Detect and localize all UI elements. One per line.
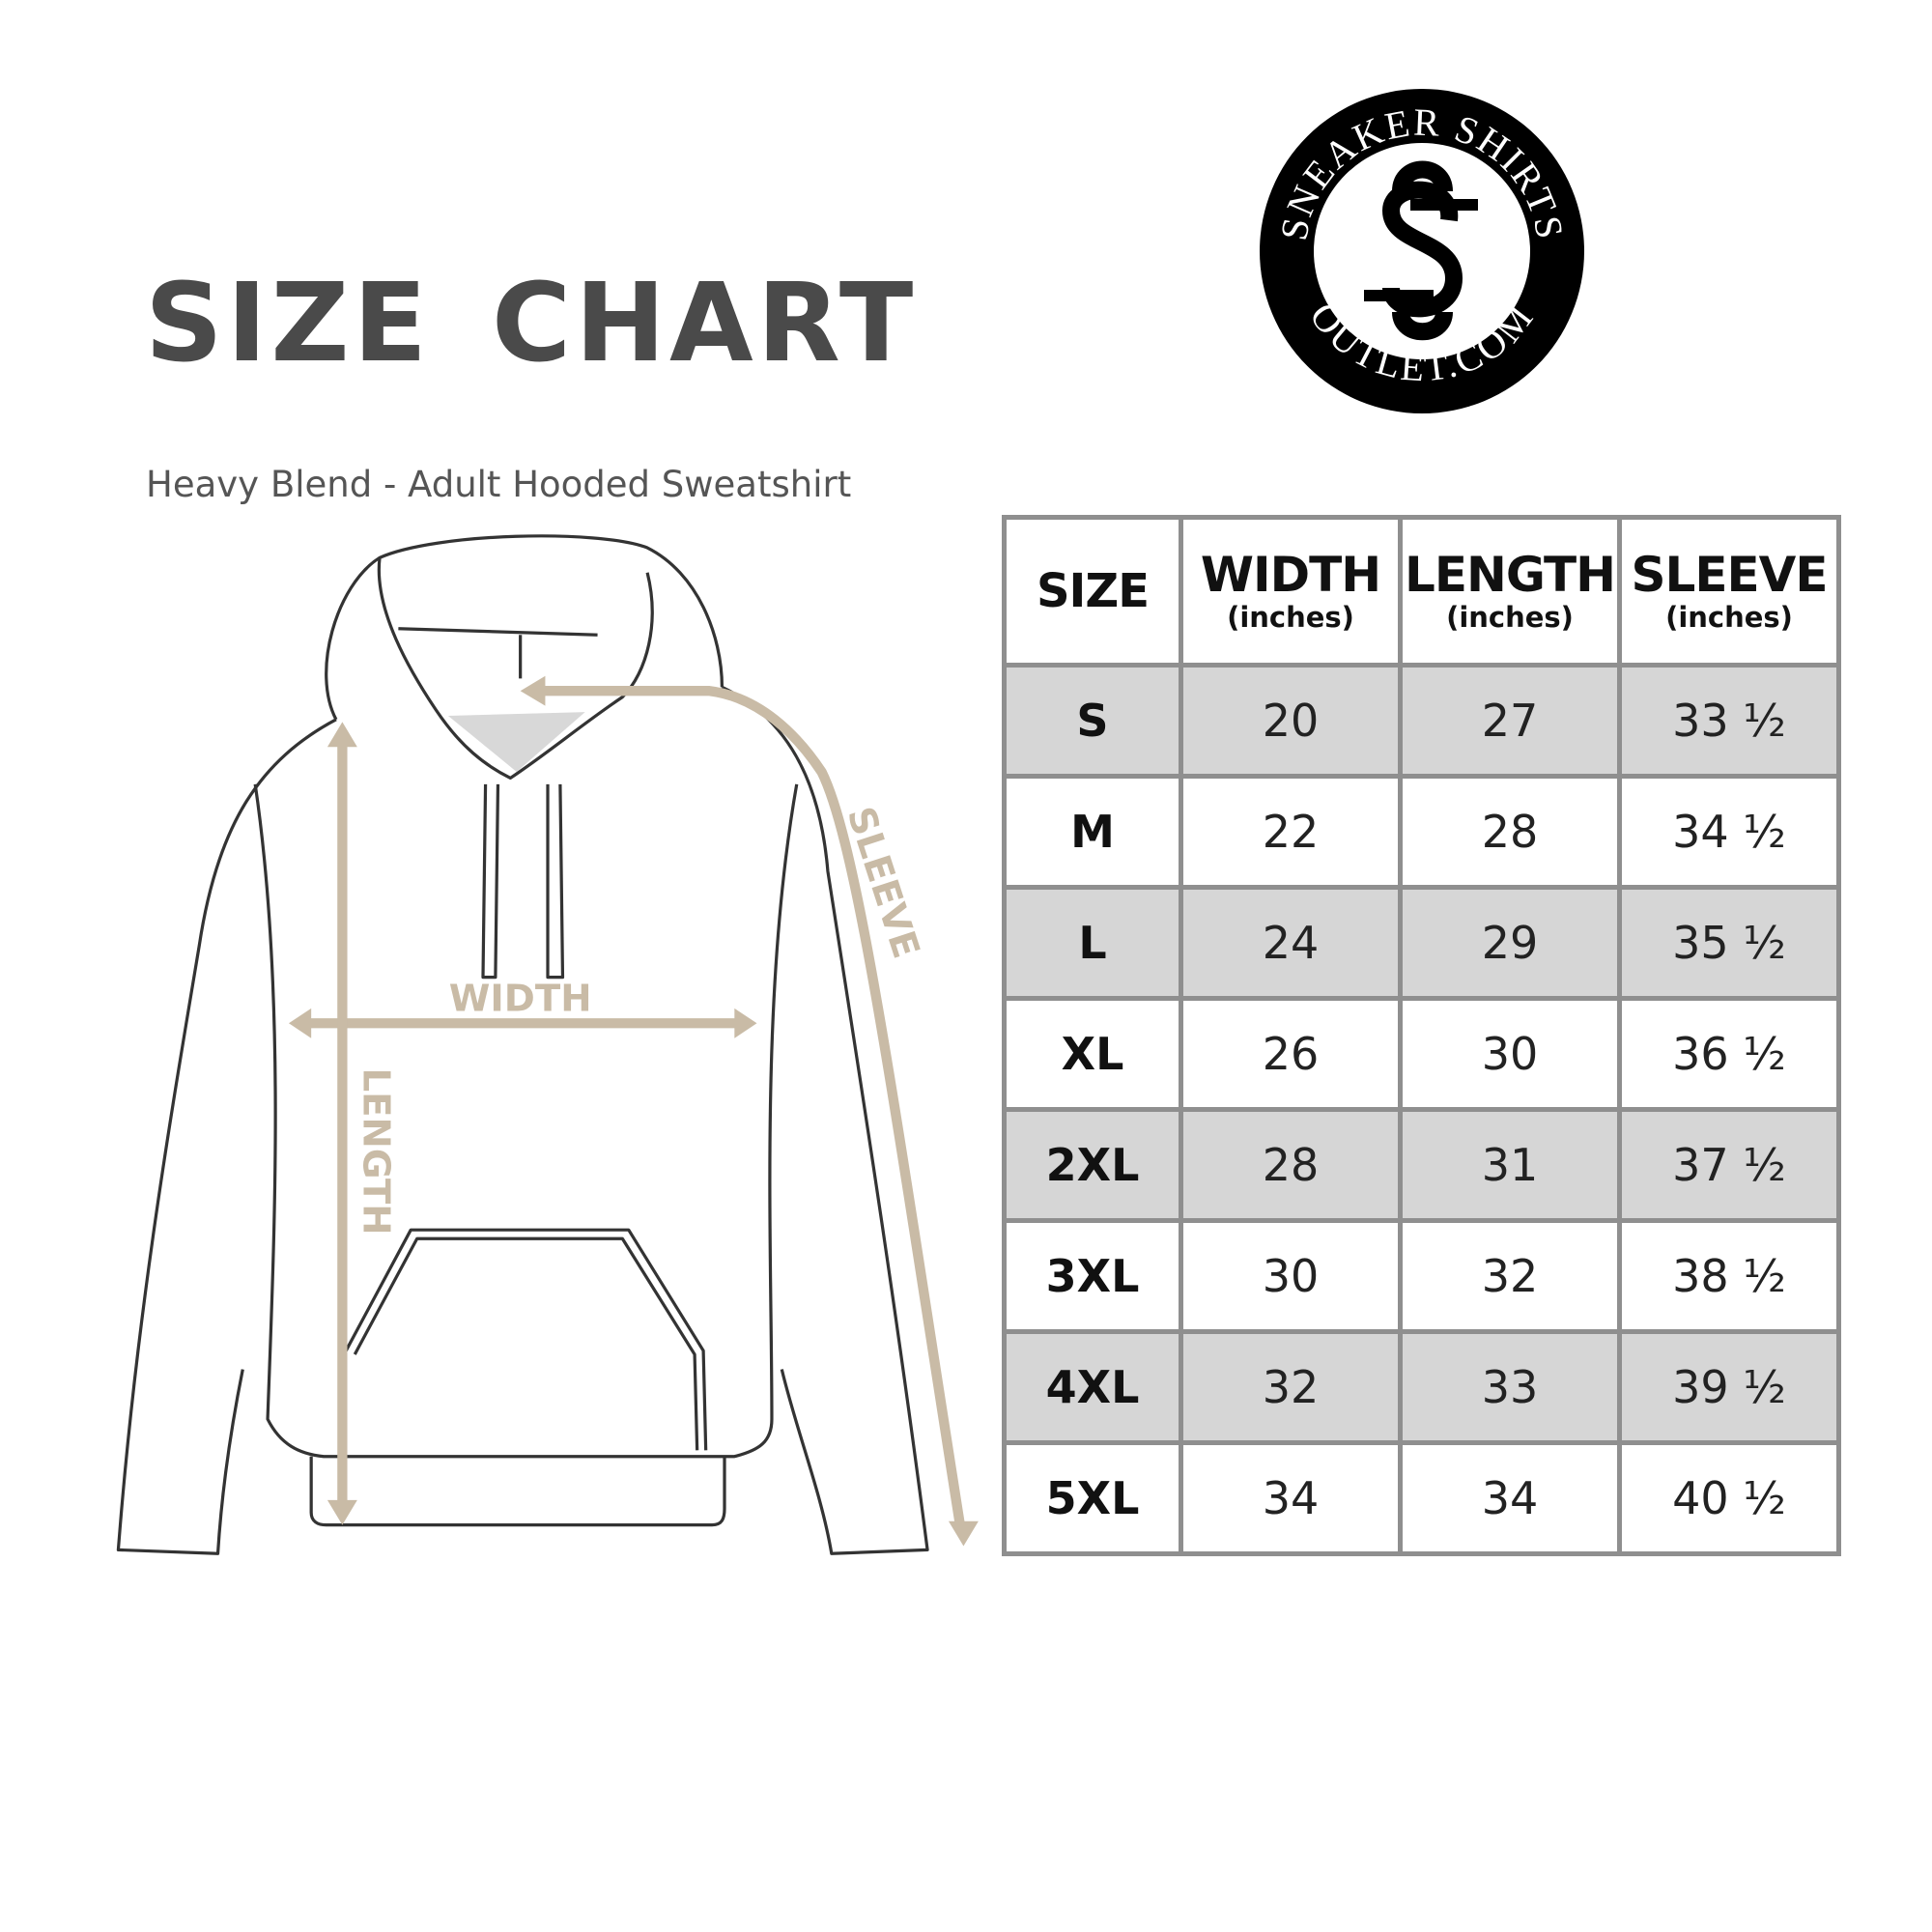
header-size: SIZE: [1002, 515, 1183, 668]
sleeve-cell: 35 ½: [1617, 885, 1841, 1001]
width-cell: 30: [1179, 1218, 1403, 1334]
width-cell: 22: [1179, 774, 1403, 890]
length-cell: 31: [1398, 1107, 1622, 1223]
brand-logo: SNEAKER SHIRTS OUTLET.COM: [1260, 89, 1584, 413]
header-width: WIDTH (inches): [1179, 515, 1403, 668]
width-cell: 20: [1179, 663, 1403, 779]
sleeve-cell: 36 ½: [1617, 996, 1841, 1112]
length-cell: 32: [1398, 1218, 1622, 1334]
sleeve-arrow: [527, 686, 967, 1537]
sleeve-cell: 37 ½: [1617, 1107, 1841, 1223]
length-cell: 34: [1398, 1440, 1622, 1556]
size-table: SIZE WIDTH (inches) LENGTH (inches) SLEEVE…: [1002, 515, 1841, 1556]
size-cell: XL: [1002, 996, 1183, 1112]
table-header-row: SIZE WIDTH (inches) LENGTH (inches) SLEEVE…: [1002, 515, 1841, 668]
table-row: S 20 27 33 ½: [1002, 663, 1841, 779]
table-row: XL 26 30 36 ½: [1002, 996, 1841, 1112]
size-cell: M: [1002, 774, 1183, 890]
table-row: L 24 29 35 ½: [1002, 885, 1841, 1001]
length-cell: 27: [1398, 663, 1622, 779]
sleeve-cell: 39 ½: [1617, 1329, 1841, 1445]
sleeve-cell: 33 ½: [1617, 663, 1841, 779]
size-cell: 3XL: [1002, 1218, 1183, 1334]
measurement-arrows: [294, 686, 967, 1537]
page-title: SIZE CHART: [145, 261, 918, 386]
table-row: 3XL 30 32 38 ½: [1002, 1218, 1841, 1334]
table-row: 5XL 34 34 40 ½: [1002, 1440, 1841, 1556]
width-cell: 32: [1179, 1329, 1403, 1445]
size-cell: 4XL: [1002, 1329, 1183, 1445]
length-label: LENGTH: [354, 1067, 397, 1235]
header-length: LENGTH (inches): [1398, 515, 1622, 668]
monogram-icon: [1381, 160, 1463, 341]
size-cell: L: [1002, 885, 1183, 1001]
width-cell: 28: [1179, 1107, 1403, 1223]
width-cell: 24: [1179, 885, 1403, 1001]
sleeve-cell: 34 ½: [1617, 774, 1841, 890]
length-cell: 30: [1398, 996, 1622, 1112]
width-label: WIDTH: [449, 977, 592, 1020]
table-row: M 22 28 34 ½: [1002, 774, 1841, 890]
size-cell: 5XL: [1002, 1440, 1183, 1556]
table-row: 2XL 28 31 37 ½: [1002, 1107, 1841, 1223]
hoodie-outline: [116, 534, 929, 1555]
header-sleeve: SLEEVE (inches): [1617, 515, 1841, 668]
table-row: 4XL 32 33 39 ½: [1002, 1329, 1841, 1445]
width-cell: 26: [1179, 996, 1403, 1112]
sleeve-cell: 40 ½: [1617, 1440, 1841, 1556]
sleeve-cell: 38 ½: [1617, 1218, 1841, 1334]
size-cell: S: [1002, 663, 1183, 779]
length-cell: 28: [1398, 774, 1622, 890]
length-cell: 29: [1398, 885, 1622, 1001]
size-cell: 2XL: [1002, 1107, 1183, 1223]
product-subtitle: Heavy Blend - Adult Hooded Sweatshirt: [146, 464, 852, 505]
width-cell: 34: [1179, 1440, 1403, 1556]
length-cell: 33: [1398, 1329, 1622, 1445]
